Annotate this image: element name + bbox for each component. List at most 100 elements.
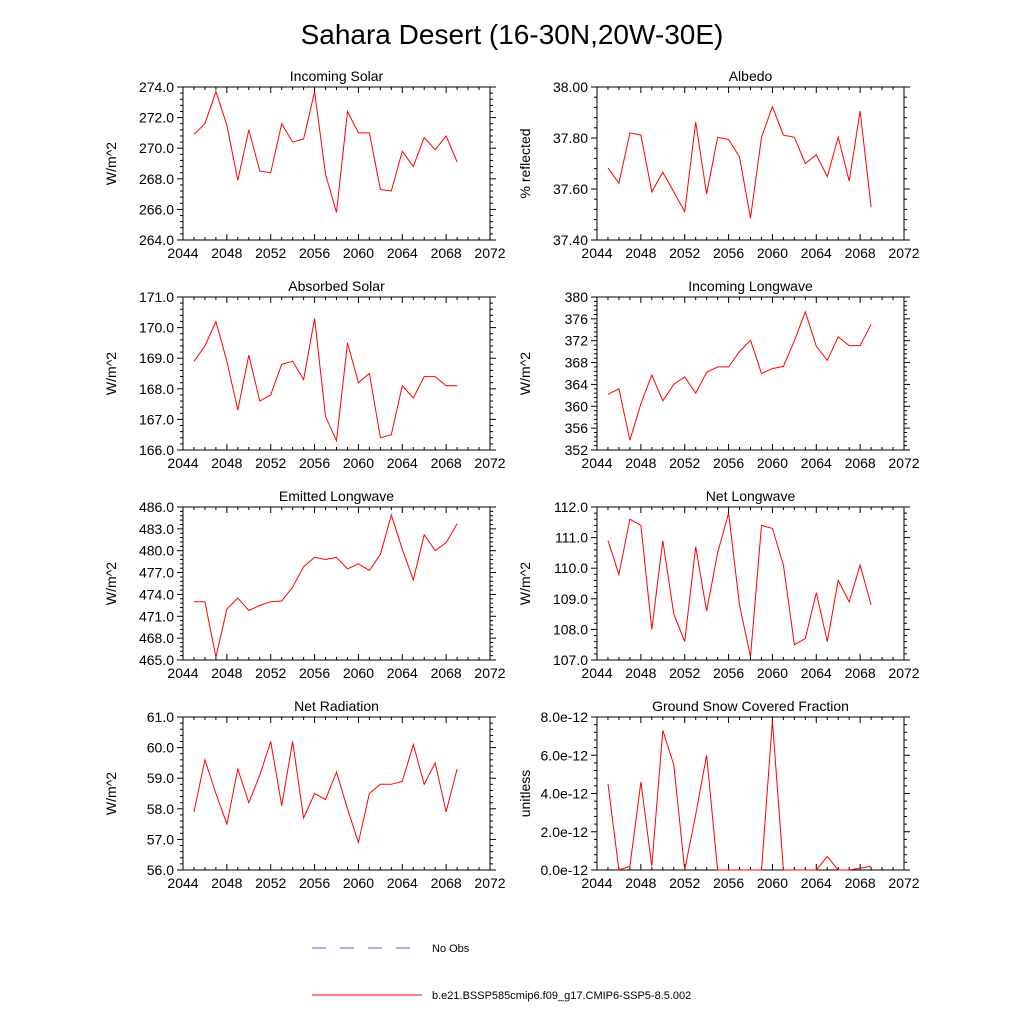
y-tick-label: 170.0 [139,320,174,336]
x-tick-label: 2068 [845,665,876,681]
x-tick-label: 2048 [211,455,242,471]
x-tick-label: 2064 [387,245,418,261]
y-tick-label: 272.0 [139,110,174,126]
plot-frame [182,506,491,661]
x-tick-label: 2060 [757,875,788,891]
x-tick-label: 2072 [474,245,505,261]
x-tick-label: 2072 [888,455,919,471]
y-axis-label: W/m^2 [103,142,119,185]
x-tick-label: 2044 [167,245,198,261]
y-tick-label: 364 [565,376,589,392]
legend: No Obs b.e21.BSSP585cmip6.f09_g17.CMIP6-… [312,943,691,1002]
series-line [194,513,458,658]
y-tick-label: 266.0 [139,201,174,217]
y-axis-label: unitless [517,770,533,817]
y-tick-label: 480.0 [139,543,174,559]
panel-2: Albedo % reflected 2044 2048 2052 2056 2060 206… [517,68,920,261]
x-tick-label: 2048 [211,875,242,891]
x-tick-label: 2048 [625,245,656,261]
series-line [607,720,872,871]
x-tick-label: 2052 [255,455,286,471]
y-axis-label: W/m^2 [517,562,533,605]
panel-title: Incoming Solar [290,68,384,84]
x-tick-label: 2060 [343,665,374,681]
x-tick-label: 2064 [801,875,832,891]
panel-1: Incoming Solar W/m^2 2044 2048 2052 2056 2060 2… [103,68,506,261]
x-tick-label: 2048 [625,455,656,471]
y-tick-label: 107.0 [553,652,588,668]
x-tick-label: 2048 [625,875,656,891]
x-tick-label: 2072 [888,875,919,891]
x-tick-label: 2044 [581,875,612,891]
x-tick-label: 2052 [255,245,286,261]
x-tick-label: 2052 [255,665,286,681]
x-tick-label: 2060 [757,245,788,261]
panel-title: Ground Snow Covered Fraction [652,698,849,714]
panel-4: Incoming Longwave W/m^2 2044 2048 2052 2056 20… [517,278,920,471]
x-tick-label: 2060 [757,455,788,471]
y-tick-label: 56.0 [147,862,174,878]
legend-obs-label: No Obs [432,943,470,955]
y-tick-label: 0.0e-12 [541,862,589,878]
x-tick-label: 2044 [167,455,198,471]
panel-title: Emitted Longwave [279,488,394,504]
x-tick-label: 2052 [669,245,700,261]
plot-frame [596,716,905,871]
x-tick-label: 2068 [431,245,462,261]
y-tick-label: 109.0 [553,591,588,607]
panel-title: Incoming Longwave [688,278,813,294]
y-tick-label: 37.40 [553,232,588,248]
y-tick-label: 356 [565,420,589,436]
plot-frame [182,86,491,241]
x-tick-label: 2068 [845,455,876,471]
y-tick-label: 59.0 [147,770,174,786]
y-tick-label: 108.0 [553,621,588,637]
plot-frame [182,296,491,451]
x-tick-label: 2072 [888,665,919,681]
y-tick-label: 352 [565,442,589,458]
panel-title: Albedo [729,68,773,84]
x-tick-label: 2056 [713,875,744,891]
plot-frame [596,506,905,661]
y-tick-label: 167.0 [139,411,174,427]
y-tick-label: 37.60 [553,181,588,197]
x-tick-label: 2068 [845,875,876,891]
x-tick-label: 2064 [801,665,832,681]
panel-title: Absorbed Solar [288,278,385,294]
y-tick-label: 4.0e-12 [541,786,589,802]
panel-3: Absorbed Solar W/m^2 2044 2048 2052 2056 2060 2… [103,278,506,471]
x-tick-label: 2068 [431,875,462,891]
plot-frame [596,296,905,451]
y-tick-label: 474.0 [139,586,174,602]
panel-7: Net Radiation W/m^2 2044 2048 2052 2056 2060 20… [103,698,506,891]
x-tick-label: 2060 [343,455,374,471]
x-tick-label: 2048 [211,665,242,681]
x-tick-label: 2056 [299,875,330,891]
x-tick-label: 2056 [299,665,330,681]
x-tick-label: 2056 [299,455,330,471]
x-tick-label: 2072 [474,875,505,891]
x-tick-label: 2056 [713,245,744,261]
series-line [607,512,872,658]
y-tick-label: 110.0 [554,560,588,576]
y-axis-label: W/m^2 [103,562,119,605]
y-tick-label: 61.0 [147,709,174,725]
x-tick-label: 2072 [474,665,505,681]
y-tick-label: 38.00 [553,79,588,95]
y-tick-label: 468.0 [139,630,174,646]
x-tick-label: 2064 [801,245,832,261]
y-tick-label: 368 [565,355,589,371]
x-tick-label: 2068 [431,455,462,471]
series-line [193,318,458,443]
plot-frame [182,716,491,871]
y-axis-label: W/m^2 [103,352,119,395]
x-tick-label: 2072 [888,245,919,261]
series-line [193,90,458,213]
y-tick-label: 274.0 [139,79,174,95]
series-line [193,741,458,845]
y-axis-label: % reflected [517,128,533,198]
x-tick-label: 2044 [167,875,198,891]
panel-title: Net Radiation [294,698,379,714]
x-tick-label: 2052 [669,665,700,681]
